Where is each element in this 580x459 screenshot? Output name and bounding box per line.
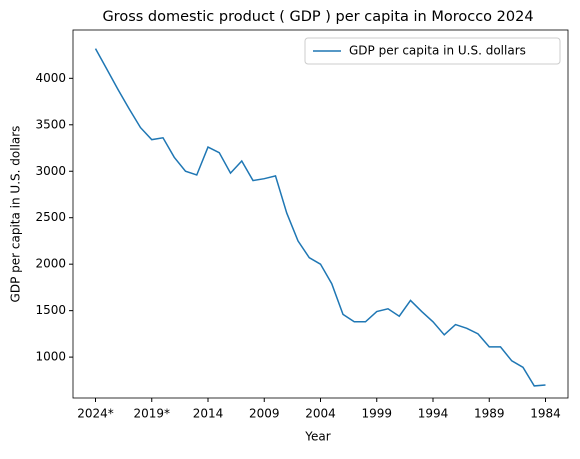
y-tick-label: 1500 — [35, 303, 66, 317]
x-tick-label: 2009 — [249, 407, 280, 421]
y-tick-label: 3000 — [35, 164, 66, 178]
x-tick-label: 1999 — [361, 407, 392, 421]
y-axis-label: GDP per capita in U.S. dollars — [9, 126, 23, 303]
x-tick-label: 2024* — [77, 407, 114, 421]
x-tick-label: 2014 — [193, 407, 224, 421]
line — [94, 48, 546, 387]
y-tick-label: 2000 — [35, 257, 66, 271]
x-tick-label: 1994 — [418, 407, 449, 421]
plot-frame — [72, 29, 569, 399]
x-tick-label: 1989 — [474, 407, 505, 421]
x-tick-label: 1984 — [530, 407, 561, 421]
y-tick-label: 2500 — [35, 210, 66, 224]
x-tick-label: 2019* — [133, 407, 170, 421]
y-tick-label: 3500 — [35, 117, 66, 131]
x-axis-label: Year — [304, 430, 330, 444]
x-tick-label: 2004 — [305, 407, 336, 421]
legend-label: GDP per capita in U.S. dollars — [349, 44, 526, 58]
y-tick-label: 1000 — [35, 350, 66, 364]
legend-box — [304, 37, 561, 65]
y-tick-label: 4000 — [35, 71, 66, 85]
chart-title: Gross domestic product ( GDP ) per capit… — [102, 9, 533, 25]
